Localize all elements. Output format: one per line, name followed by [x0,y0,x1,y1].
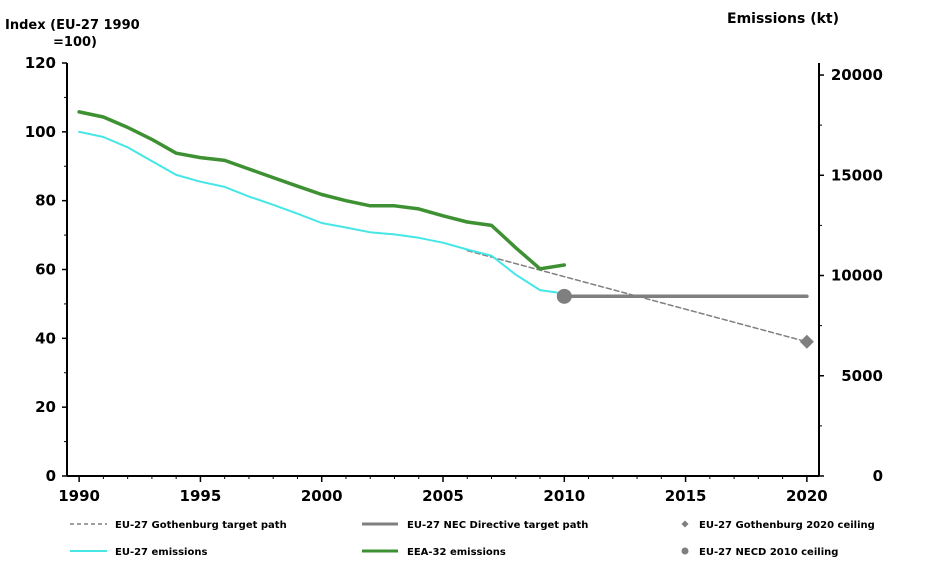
right-y-tick-label: 5000 [841,367,883,385]
series-group [77,110,809,343]
right-y-tick-label: 15000 [831,166,883,184]
legend-label-gothenburg-path: EU-27 Gothenburg target path [115,520,287,531]
legend-label-necd-ceiling: EU-27 NECD 2010 ceiling [699,547,838,558]
left-y-tick-label: 100 [25,123,56,141]
left-y-tick-label: 60 [35,261,56,279]
series-line-eu-27-emissions [78,130,566,295]
axes-group [66,63,820,477]
legend-label-nec-path: EU-27 NEC Directive target path [407,520,588,531]
legend-swatch-necd-ceiling [681,547,689,555]
markers-group [556,288,814,349]
x-tick-label: 2015 [665,487,707,505]
right-y-tick-label: 20000 [831,66,883,84]
series-marker-eu-27-gothenburg-2020-ceiling [799,334,814,349]
ticks-group [62,62,824,482]
left-y-tick-label: 40 [35,329,56,347]
x-tick-label: 2005 [422,487,464,505]
right-y-tick-label: 0 [873,467,883,485]
left-axis-title-line2: =100) [53,35,97,50]
left-y-tick-label: 20 [35,398,56,416]
legend-label-eea32-emissions: EEA-32 emissions [407,547,506,558]
legend-label-gothenburg-ceiling: EU-27 Gothenburg 2020 ceiling [699,520,875,531]
right-y-tick-label: 10000 [831,267,883,285]
right-axis-title: Emissions (kt) [727,11,839,27]
left-y-tick-label: 120 [25,54,56,72]
left-y-tick-label: 0 [46,467,56,485]
series-line-eea-32-emissions [77,110,567,271]
left-y-tick-label: 80 [35,192,56,210]
x-tick-label: 1995 [180,487,222,505]
x-tick-label: 2020 [786,487,828,505]
x-tick-label: 2010 [543,487,585,505]
x-tick-label: 1990 [58,487,100,505]
tick-labels-group: 0 20 40 60 80 100 120 0 5000 10000 15000 20000 1990 1… [25,54,883,505]
series-marker-eu-27-necd-2010-ceiling [556,288,572,304]
left-axis-title-line1: Index (EU-27 1990 [5,18,140,33]
legend: EU-27 Gothenburg target path EU-27 NEC D… [70,520,875,558]
legend-label-eu27-emissions: EU-27 emissions [115,547,207,558]
legend-swatch-gothenburg-ceiling [681,520,689,528]
x-tick-label: 2000 [301,487,343,505]
